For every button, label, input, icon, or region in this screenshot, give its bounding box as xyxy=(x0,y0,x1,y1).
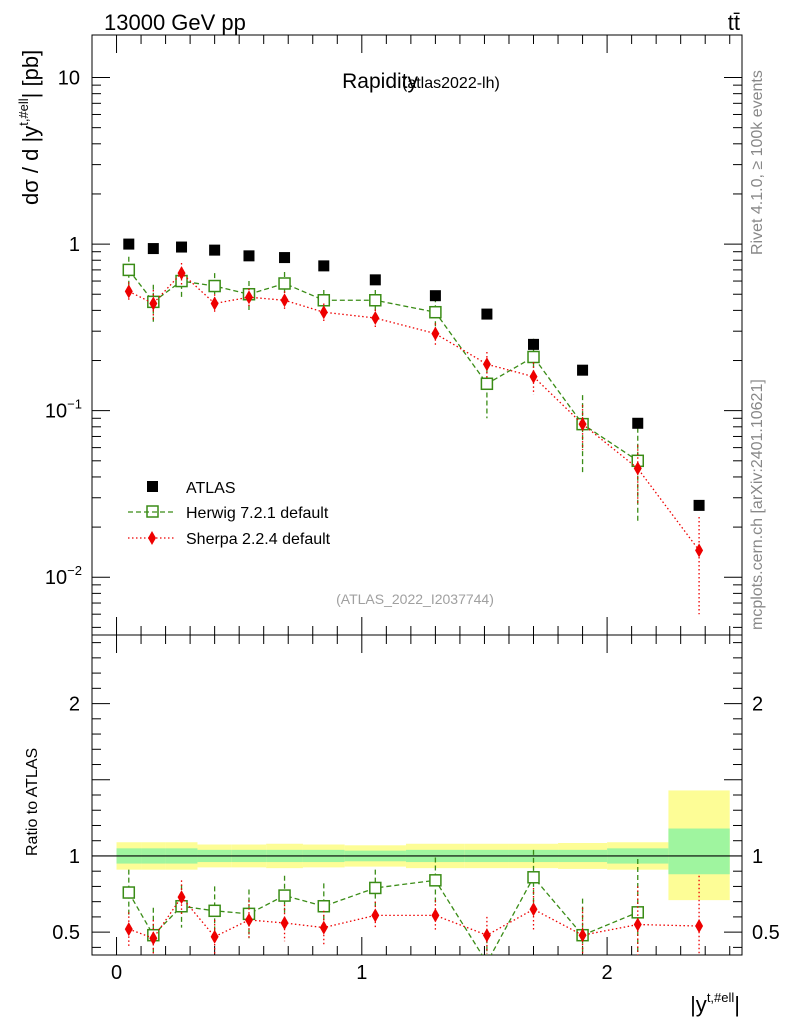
sherpa-main-line xyxy=(128,272,700,551)
herwig-ratio-line xyxy=(128,876,639,955)
legend-marker-sherpa xyxy=(148,531,156,545)
plot-title-suffix: (atlas2022-lh) xyxy=(402,75,500,92)
mc-curves xyxy=(122,256,704,955)
atlas-data-point xyxy=(123,238,135,250)
herwig-main-point xyxy=(278,277,291,290)
sherpa-ratio-point xyxy=(149,931,158,946)
legend-label-sherpa: Sherpa 2.2.4 default xyxy=(186,531,331,548)
sherpa-main-point xyxy=(149,296,158,311)
ratio-tick-label-left: 0.5 xyxy=(52,922,80,944)
sherpa-main-point xyxy=(210,296,219,311)
data-points xyxy=(123,238,705,511)
atlas-data-point xyxy=(318,260,330,272)
legend-marker-atlas xyxy=(147,481,158,492)
sherpa-main-point xyxy=(371,310,380,325)
herwig-main-point xyxy=(369,294,382,307)
sherpa-main-point xyxy=(578,417,587,432)
sherpa-ratio-point xyxy=(578,928,587,943)
legend-marker-herwig xyxy=(146,505,159,518)
y-axis-label-ratio: Ratio to ATLAS xyxy=(24,748,41,856)
axis-tick-labels: 10 1 10−1 10−2 2 2 1 1 0.5 0.5 0 1 2 xyxy=(45,68,780,984)
herwig-main-point xyxy=(208,279,221,293)
x-axis-label: |yt,#ell| xyxy=(690,990,740,1017)
atlas-data-point xyxy=(577,364,589,376)
sherpa-ratio-point xyxy=(371,908,380,923)
axis-ticks xyxy=(91,35,742,955)
herwig-main-point xyxy=(122,263,136,277)
sherpa-ratio-point xyxy=(529,902,538,917)
herwig-ratio-point xyxy=(429,874,442,887)
ratio-tick-label-left: 1 xyxy=(69,846,80,868)
y-axis-label-main: dσ / d |yt,#ell| [pb] xyxy=(16,50,43,205)
ratio-uncertainty-bands xyxy=(92,790,742,901)
ratio-tick-label-left: 2 xyxy=(69,694,80,716)
sherpa-ratio-point xyxy=(431,908,440,923)
ratio-tick-label-right: 0.5 xyxy=(752,922,780,944)
atlas-data-point xyxy=(481,308,493,320)
herwig-main-point xyxy=(480,377,494,391)
y-tick-label-main: 10−2 xyxy=(45,563,82,589)
sherpa-ratio-point xyxy=(210,929,219,944)
herwig-ratio-point xyxy=(278,889,291,902)
sherpa-ratio-point xyxy=(319,920,328,935)
atlas-data-point xyxy=(693,499,705,511)
herwig-main-point xyxy=(527,350,540,364)
atlas-data-point xyxy=(528,338,540,350)
atlas-data-point xyxy=(369,274,381,286)
legend-label-atlas: ATLAS xyxy=(186,480,236,497)
herwig-ratio-point xyxy=(122,886,136,899)
x-tick-label: 2 xyxy=(602,962,613,984)
atlas-data-point xyxy=(209,244,221,256)
sherpa-main-point xyxy=(280,293,289,308)
atlas-data-point xyxy=(279,252,291,264)
atlas-data-point xyxy=(429,290,441,302)
legend: ATLAS Herwig 7.2.1 default Sherpa 2.2.4 … xyxy=(128,480,331,548)
sherpa-main-point xyxy=(431,326,440,341)
herwig-ratio-point xyxy=(631,906,645,919)
atlas-data-point xyxy=(632,417,644,429)
x-tick-label: 1 xyxy=(356,962,367,984)
herwig-ratio-point xyxy=(527,871,540,884)
sherpa-ratio-point xyxy=(177,890,186,905)
sherpa-ratio-point xyxy=(695,919,704,934)
collision-energy-label: 13000 GeV pp xyxy=(104,10,246,35)
y-tick-label-main: 10−1 xyxy=(45,397,82,423)
sherpa-main-point xyxy=(529,369,538,384)
sherpa-ratio-point xyxy=(124,922,133,937)
atlas-data-point xyxy=(147,243,159,255)
atlas-data-point xyxy=(176,241,188,253)
sherpa-main-point xyxy=(177,266,186,281)
plot-title: Rapidity xyxy=(342,70,418,93)
sherpa-ratio-point xyxy=(482,928,491,943)
mcplots-reference-note: mcplots.cern.ch [arXiv:2401.10621] xyxy=(749,379,766,630)
sherpa-main-point xyxy=(244,290,253,305)
sherpa-main-point xyxy=(633,461,642,476)
sherpa-ratio-point xyxy=(633,917,642,932)
rivet-version-note: Rivet 4.1.0, ≥ 100k events xyxy=(749,70,766,255)
herwig-main-line xyxy=(128,269,639,462)
legend-label-herwig: Herwig 7.2.1 default xyxy=(186,505,329,522)
herwig-ratio-point xyxy=(317,899,331,913)
ratio-tick-label-right: 1 xyxy=(752,846,763,868)
ratio-band-inner xyxy=(668,828,730,875)
sherpa-main-point xyxy=(695,543,704,558)
x-tick-label: 0 xyxy=(111,962,122,984)
sherpa-main-point xyxy=(124,284,133,299)
herwig-ratio-point xyxy=(369,881,382,895)
atlas-data-point xyxy=(243,250,255,262)
y-tick-label-main: 1 xyxy=(69,234,80,256)
sherpa-ratio-line xyxy=(128,896,700,940)
sherpa-main-point xyxy=(482,357,491,372)
sherpa-ratio-point xyxy=(244,912,253,927)
herwig-main-point xyxy=(429,305,442,319)
process-label: tt̄ xyxy=(728,10,740,35)
ratio-tick-label-right: 2 xyxy=(752,694,763,716)
analysis-id: (ATLAS_2022_I2037744) xyxy=(336,591,494,607)
sherpa-ratio-point xyxy=(280,916,289,930)
y-tick-label-main: 10 xyxy=(58,68,80,90)
sherpa-main-point xyxy=(319,305,328,320)
herwig-ratio-point xyxy=(208,904,221,918)
